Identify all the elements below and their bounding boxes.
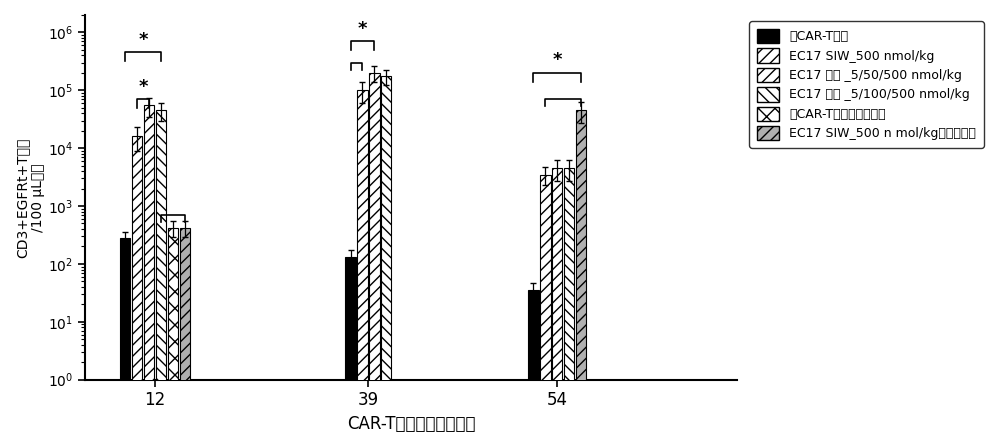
Bar <box>144 105 154 448</box>
Bar <box>156 110 166 448</box>
Bar <box>168 228 178 448</box>
Bar <box>540 175 551 448</box>
Text: *: * <box>138 78 148 96</box>
Bar <box>357 90 368 448</box>
Text: *: * <box>552 52 562 69</box>
Bar <box>180 228 190 448</box>
Text: *: * <box>138 31 148 49</box>
Y-axis label: CD3+EGFRt+T细胞
/100 μL全血: CD3+EGFRt+T细胞 /100 μL全血 <box>15 137 45 258</box>
X-axis label: CAR-T细胞注射后的天数: CAR-T细胞注射后的天数 <box>347 415 475 433</box>
Bar <box>576 110 586 448</box>
Bar <box>369 73 380 448</box>
Bar <box>120 238 130 448</box>
Bar <box>528 290 539 448</box>
Bar <box>552 168 562 448</box>
Bar <box>564 168 574 448</box>
Bar <box>132 136 142 448</box>
Legend: 仅CAR-T细胞, EC17 SIW_500 nmol/kg, EC17 逐增 _5/50/500 nmol/kg, EC17 逐增 _5/100/500 nm: 仅CAR-T细胞, EC17 SIW_500 nmol/kg, EC17 逐增 … <box>749 21 984 148</box>
Bar <box>381 76 391 448</box>
Text: *: * <box>358 20 367 38</box>
Bar <box>345 257 356 448</box>
